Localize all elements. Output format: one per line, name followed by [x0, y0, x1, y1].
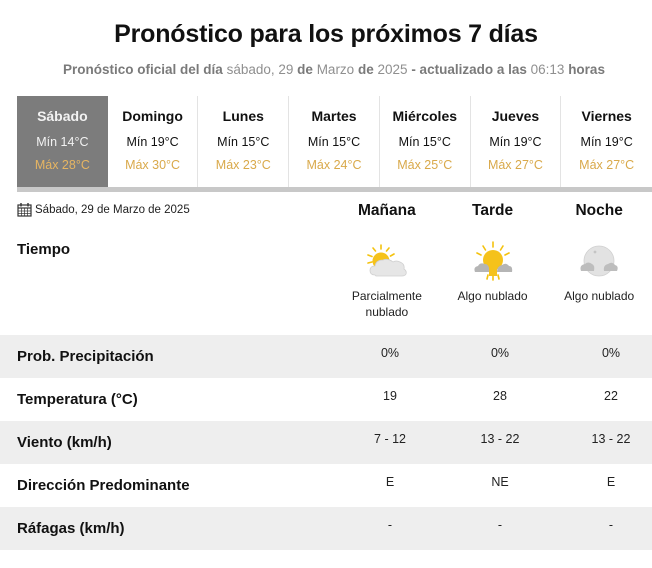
day-tab-martes[interactable]: Martes Mín 15°C Máx 24°C — [289, 96, 380, 187]
day-min-temp: Mín 19°C — [580, 135, 633, 149]
subtitle-month: Marzo — [316, 62, 355, 77]
row-label: Viento (km/h) — [17, 434, 112, 451]
forecast-detail-table: Prob. Precipitación 0% 0% 0% Temperatura… — [0, 335, 652, 550]
day-name: Jueves — [491, 108, 540, 124]
day-min-temp: Mín 15°C — [307, 135, 361, 149]
day-tab-jueves[interactable]: Jueves Mín 19°C Máx 27°C — [471, 96, 562, 187]
day-tab-domingo[interactable]: Domingo Mín 19°C Máx 30°C — [108, 96, 199, 187]
day-name: Miércoles — [392, 108, 458, 124]
period-manana: Mañana Parcialmente nublado — [335, 202, 439, 320]
table-row-temperatura: Temperatura (°C) 19 28 22 — [0, 378, 652, 421]
row-label: Ráfagas (km/h) — [17, 520, 125, 537]
table-row-direccion: Dirección Predominante E NE E — [0, 464, 652, 507]
row-value-manana: - — [387, 518, 393, 532]
row-value-noche: 13 - 22 — [591, 432, 631, 446]
subtitle-weekday: sábado, 29 — [226, 62, 294, 77]
period-noche: Noche Algo nublado — [546, 202, 652, 320]
row-value-manana: 19 — [383, 389, 397, 403]
day-name: Martes — [311, 108, 357, 124]
day-max-temp: Máx 25°C — [397, 158, 453, 172]
calendar-icon — [17, 203, 32, 217]
period-name: Noche — [575, 202, 623, 219]
row-value-noche: 22 — [604, 389, 618, 403]
subtitle-prefix: Pronóstico oficial del día — [63, 62, 223, 77]
row-value-noche: - — [608, 518, 614, 532]
subtitle-year: 2025 — [377, 62, 408, 77]
table-row-rafagas: Ráfagas (km/h) - - - — [0, 507, 652, 550]
row-label: Dirección Predominante — [17, 477, 190, 494]
row-value-noche: E — [606, 475, 616, 489]
row-value-tarde: NE — [491, 475, 509, 489]
day-max-temp: Máx 24°C — [306, 158, 362, 172]
selected-date-text: Sábado, 29 de Marzo de 2025 — [35, 203, 190, 216]
day-min-temp: Mín 19°C — [489, 135, 542, 149]
row-value-noche: 0% — [601, 346, 621, 360]
row-value-tarde: - — [497, 518, 503, 532]
row-value-manana: E — [385, 475, 395, 489]
period-columns: Mañana Parcialmente nublado Tarde — [335, 202, 652, 320]
subtitle-de: de — [297, 62, 313, 77]
day-max-temp: Máx 30°C — [125, 158, 181, 172]
day-tab-miercoles[interactable]: Miércoles Mín 15°C Máx 25°C — [380, 96, 471, 187]
row-value-tarde: 28 — [493, 389, 507, 403]
subtitle-updated: - actualizado a las — [411, 62, 527, 77]
table-row-viento: Viento (km/h) 7 - 12 13 - 22 13 - 22 — [0, 421, 652, 464]
period-name: Tarde — [472, 202, 514, 219]
period-description: Parcialmente nublado — [351, 289, 422, 319]
period-description: Algo nublado — [564, 289, 635, 303]
day-min-temp: Mín 19°C — [126, 135, 179, 149]
subtitle-time: 06:13 — [530, 62, 565, 77]
moon-behind-clouds-icon — [580, 245, 618, 277]
day-tabs: Sábado Mín 14°C Máx 28°C Domingo Mín 19°… — [17, 96, 652, 192]
table-row-precipitacion: Prob. Precipitación 0% 0% 0% — [0, 335, 652, 378]
day-max-temp: Máx 28°C — [34, 158, 90, 172]
day-min-temp: Mín 14°C — [36, 135, 89, 149]
sun-behind-clouds-icon — [473, 241, 512, 281]
row-label: Temperatura (°C) — [17, 391, 138, 408]
selected-date: Sábado, 29 de Marzo de 2025 — [17, 202, 190, 217]
subtitle-suffix: horas — [568, 62, 605, 77]
day-name: Sábado — [37, 108, 88, 124]
day-tab-sabado[interactable]: Sábado Mín 14°C Máx 28°C — [17, 96, 108, 187]
day-min-temp: Mín 15°C — [217, 135, 270, 149]
day-max-temp: Máx 23°C — [215, 158, 271, 172]
row-value-tarde: 0% — [490, 346, 510, 360]
row-value-manana: 0% — [380, 346, 400, 360]
tiempo-label: Tiempo — [17, 241, 71, 258]
day-min-temp: Mín 15°C — [398, 135, 451, 149]
period-description: Algo nublado — [457, 289, 528, 303]
period-tarde: Tarde Algo nublado — [439, 202, 547, 320]
day-name: Viernes — [581, 108, 632, 124]
day-max-temp: Máx 27°C — [579, 158, 635, 172]
partly-cloudy-day-icon — [367, 244, 407, 277]
row-value-tarde: 13 - 22 — [480, 432, 520, 446]
subtitle-de: de — [357, 62, 374, 77]
forecast-subtitle: Pronóstico oficial del día sábado, 29 de… — [0, 62, 652, 77]
day-tab-viernes[interactable]: Viernes Mín 19°C Máx 27°C — [561, 96, 652, 187]
row-label: Prob. Precipitación — [17, 348, 154, 365]
day-name: Domingo — [122, 108, 183, 124]
day-tab-lunes[interactable]: Lunes Mín 15°C Máx 23°C — [198, 96, 290, 187]
row-value-manana: 7 - 12 — [374, 432, 406, 446]
day-max-temp: Máx 27°C — [487, 158, 543, 172]
period-name: Mañana — [358, 202, 416, 219]
day-name: Lunes — [222, 108, 264, 124]
page-title: Pronóstico para los próximos 7 días — [114, 20, 538, 48]
